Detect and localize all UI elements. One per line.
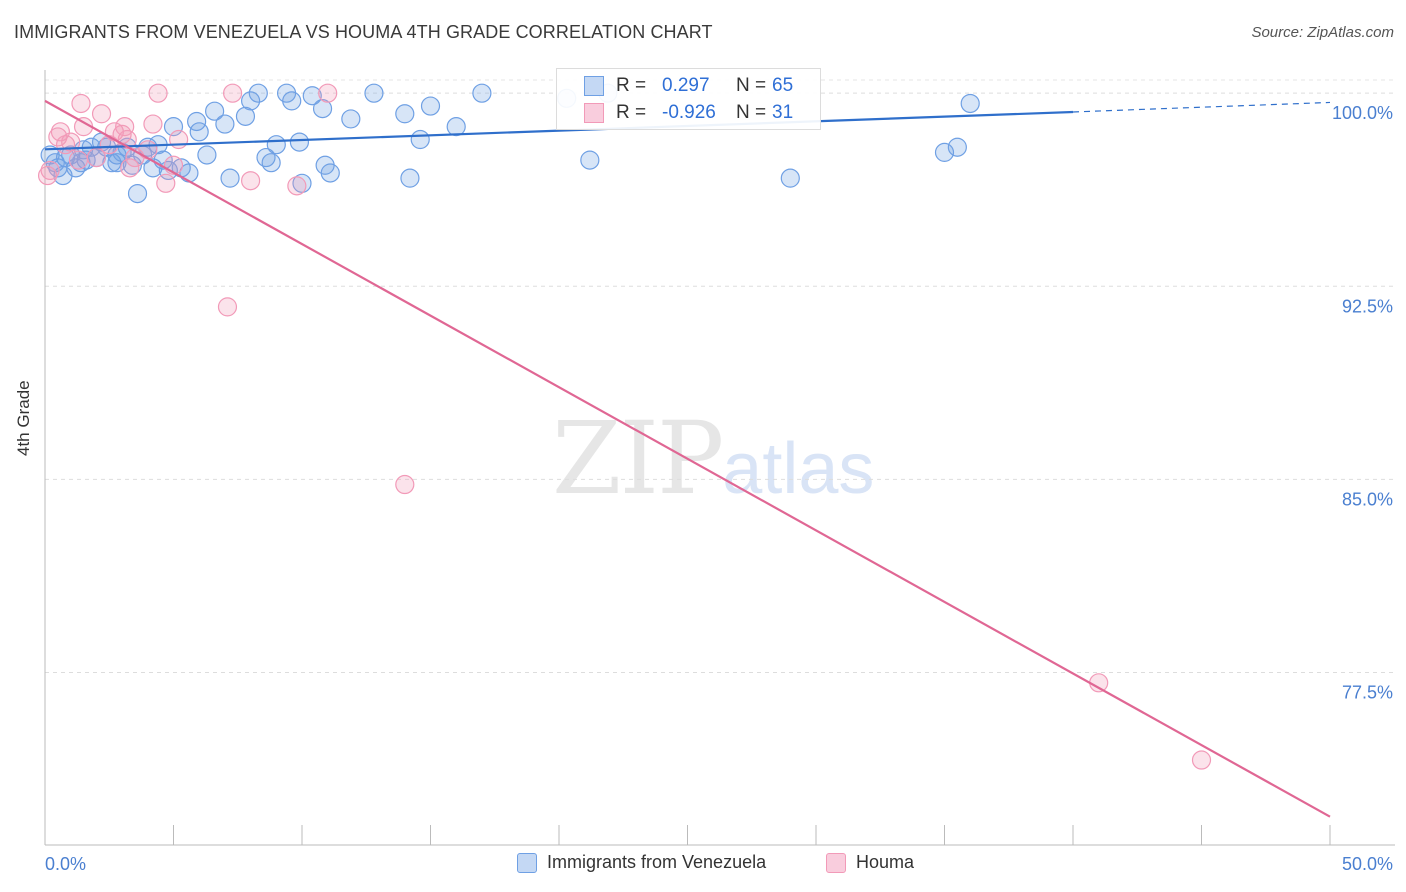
venezuela-point: [197, 145, 217, 165]
watermark-atlas: atlas: [722, 429, 875, 509]
houma-point: [37, 165, 58, 186]
houma-point: [71, 93, 91, 114]
venezuela-point: [341, 109, 361, 129]
venezuela-point: [364, 83, 384, 103]
venezuela-trend-line: [44, 110, 1074, 151]
inset-n-value: 31: [772, 102, 794, 123]
legend-label-houma: Houma: [856, 852, 915, 872]
inset-n-label: N =: [736, 75, 767, 96]
houma-point: [120, 158, 140, 178]
venezuela-point: [220, 168, 240, 188]
venezuela-point: [241, 91, 261, 111]
venezuela-point: [248, 83, 268, 103]
venezuela-point: [266, 135, 286, 155]
legend-swatch-houma: [826, 852, 846, 873]
y-tick-label: 92.5%: [1342, 296, 1393, 316]
watermark: ZIPatlas: [552, 400, 874, 517]
houma-point: [223, 83, 243, 103]
legend-label-venezuela: Immigrants from Venezuela: [547, 852, 767, 872]
chart-legend: Immigrants from Venezuela Houma: [0, 852, 1406, 878]
inset-legend: R = 0.297 N = 65 R = -0.926 N = 31: [556, 68, 821, 130]
venezuela-point: [580, 150, 600, 170]
watermark-zip: ZIP: [552, 400, 724, 517]
venezuela-point: [256, 147, 276, 168]
houma-point: [217, 297, 238, 317]
houma-point: [40, 160, 60, 181]
houma-point: [48, 127, 68, 147]
venezuela-point: [289, 132, 310, 152]
y-tick-label: 100.0%: [1332, 103, 1393, 123]
houma-point: [395, 474, 415, 495]
venezuela-point: [312, 99, 333, 119]
houma-point: [91, 104, 112, 124]
y-tick-label: 77.5%: [1342, 682, 1393, 702]
houma-point: [241, 171, 261, 191]
venezuela-point: [472, 83, 492, 103]
inset-n-value: 65: [772, 75, 794, 96]
houma-point: [50, 122, 71, 142]
venezuela-point: [261, 153, 281, 173]
houma-point: [287, 176, 307, 196]
venezuela-point: [189, 122, 209, 142]
houma-point: [148, 83, 168, 103]
venezuela-point: [302, 86, 322, 106]
venezuela-point: [122, 155, 142, 175]
venezuela-point: [410, 129, 430, 150]
legend-item-houma[interactable]: Houma: [826, 852, 914, 873]
inset-row-venezuela: R = 0.297 N = 65: [557, 73, 793, 99]
venezuela-point: [947, 137, 967, 157]
venezuela-point: [282, 91, 302, 111]
legend-item-venezuela[interactable]: Immigrants from Venezuela: [517, 852, 766, 873]
legend-swatch-venezuela: [517, 852, 537, 873]
inset-row-houma: R = -0.926 N = 31: [557, 100, 793, 126]
houma-point: [1191, 750, 1212, 770]
venezuela-point: [780, 168, 800, 188]
source-credit: Source: ZipAtlas.com: [1251, 24, 1394, 41]
venezuela-point: [205, 101, 225, 121]
venezuela-point: [127, 183, 148, 204]
y-tick-label: 85.0%: [1342, 489, 1393, 509]
houma-point: [68, 150, 89, 170]
x-tick-label: 0.0%: [45, 854, 86, 874]
venezuela-point: [215, 114, 235, 134]
houma-trend-line: [44, 99, 1331, 818]
venezuela-point: [66, 158, 86, 178]
venezuela-trend-extension: [1072, 101, 1331, 113]
inset-swatch-houma: [584, 103, 604, 123]
venezuela-point: [400, 168, 420, 188]
venezuela-point: [420, 96, 441, 116]
venezuela-point: [320, 163, 340, 183]
houma-point: [86, 147, 107, 168]
houma-point: [156, 173, 176, 193]
venezuela-point: [395, 104, 415, 124]
houma-point: [138, 140, 158, 160]
venezuela-point: [107, 153, 127, 173]
inset-n-label: N =: [736, 102, 767, 123]
houma-point: [143, 114, 163, 134]
houma-point: [61, 132, 81, 152]
venezuela-point: [163, 117, 184, 137]
inset-r-value: -0.926: [662, 102, 716, 123]
inset-r-label: R =: [616, 75, 647, 96]
inset-r-value: 0.297: [662, 75, 710, 96]
venezuela-point: [446, 117, 466, 137]
houma-point: [169, 129, 189, 150]
venezuela-point: [960, 93, 980, 114]
x-tick-label: 50.0%: [1342, 854, 1393, 874]
houma-point: [318, 83, 338, 103]
chart-title: IMMIGRANTS FROM VENEZUELA VS HOUMA 4TH G…: [14, 22, 713, 42]
inset-swatch-venezuela: [584, 76, 604, 96]
venezuela-point: [934, 142, 955, 162]
inset-r-label: R =: [616, 102, 647, 123]
venezuela-point: [292, 173, 312, 193]
venezuela-point: [235, 106, 256, 126]
